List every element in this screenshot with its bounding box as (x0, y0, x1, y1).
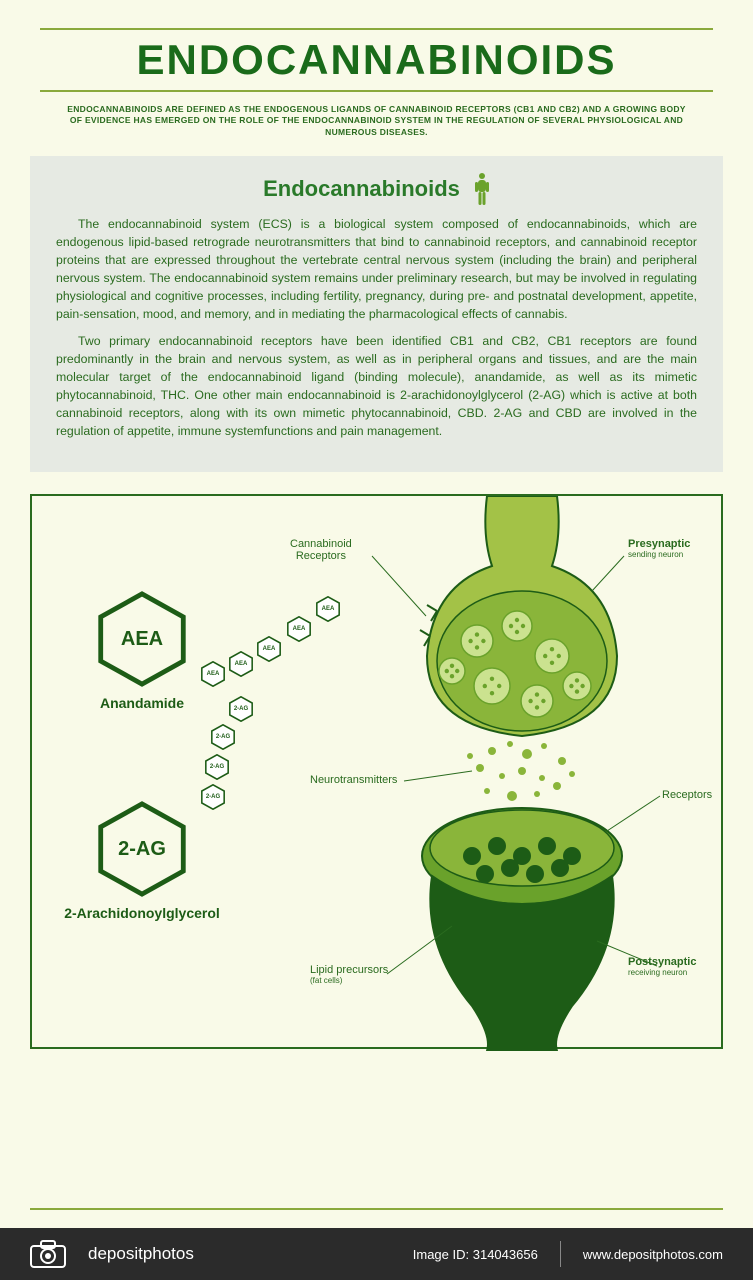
intro-text: ENDOCANNABINOIDS ARE DEFINED AS THE ENDO… (60, 104, 693, 138)
info-panel: Endocannabinoids The endocannabinoid sys… (30, 156, 723, 472)
top-rule-1 (40, 28, 713, 30)
postsynaptic-label: Postsynaptic (628, 956, 696, 968)
panel-paragraph-2: Two primary endocannabinoid receptors ha… (56, 333, 697, 440)
footer-bar: depositphotos Image ID: 314043656 www.de… (0, 1228, 753, 1280)
camera-icon (30, 1240, 66, 1268)
top-rule-2 (40, 90, 713, 92)
footer-url: www.depositphotos.com (583, 1247, 723, 1262)
synapse-diagram: AEA Anandamide 2-AG 2-Arachidonoylglycer… (30, 494, 723, 1049)
presynaptic-sub: sending neuron (628, 550, 690, 559)
callout-presynaptic: Presynaptic sending neuron (628, 538, 690, 559)
panel-title: Endocannabinoids (263, 176, 460, 202)
presynaptic-label: Presynaptic (628, 538, 690, 550)
callout-receptors: Receptors (662, 789, 712, 801)
footer-image-id: Image ID: 314043656 (413, 1247, 538, 1262)
callout-cannabinoid-receptors: Cannabinoid Receptors (290, 538, 352, 562)
callout-lipid-precursors: Lipid precursors (fat cells) (310, 964, 388, 985)
bottom-rule (30, 1208, 723, 1210)
footer-brand: depositphotos (88, 1244, 194, 1264)
hex-aea-code: AEA (121, 628, 163, 651)
human-icon (474, 172, 490, 206)
postsynaptic-sub: receiving neuron (628, 968, 696, 977)
footer-separator (560, 1241, 561, 1267)
panel-paragraph-1: The endocannabinoid system (ECS) is a bi… (56, 216, 697, 323)
callout-postsynaptic: Postsynaptic receiving neuron (628, 956, 696, 977)
lipid-label: Lipid precursors (310, 964, 388, 976)
hex-2ag-code: 2-AG (118, 838, 166, 861)
page-title: ENDOCANNABINOIDS (0, 36, 753, 84)
lipid-sub: (fat cells) (310, 976, 388, 985)
callout-neurotransmitters: Neurotransmitters (310, 774, 397, 786)
image-id-value: 314043656 (473, 1247, 538, 1262)
image-id-label: Image ID: (413, 1247, 469, 1262)
